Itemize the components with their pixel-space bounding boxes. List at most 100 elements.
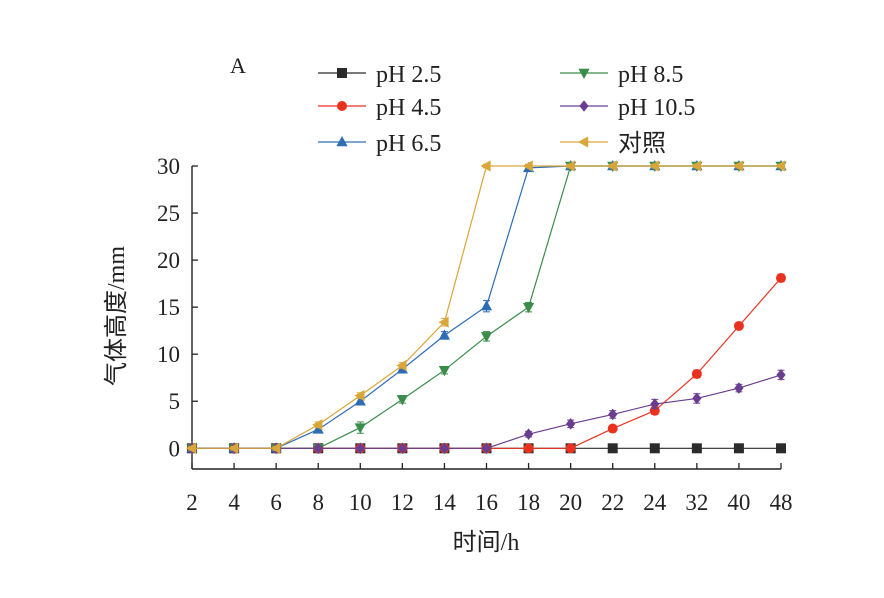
data-point <box>396 359 407 372</box>
data-point <box>313 442 323 455</box>
legend-label: pH 10.5 <box>618 95 695 121</box>
data-point <box>438 329 451 340</box>
legend-marker <box>579 100 589 112</box>
legend-marker <box>337 68 347 78</box>
legend-item: pH 10.5 <box>560 95 695 121</box>
legend-marker <box>578 136 589 148</box>
series-pH-4.5 <box>187 272 786 454</box>
data-point <box>270 442 281 454</box>
data-point <box>523 443 534 454</box>
y-axis-title: 气体高度/mm <box>103 246 130 386</box>
data-point <box>438 365 451 377</box>
data-point <box>186 442 197 454</box>
y-tick-label: 5 <box>169 389 181 414</box>
data-point <box>776 272 786 283</box>
x-tick-label: 16 <box>475 490 498 515</box>
y-tick-label: 10 <box>157 342 180 367</box>
x-tick-label: 32 <box>685 490 708 515</box>
legend-label: pH 8.5 <box>618 62 683 88</box>
legend-marker <box>336 136 348 147</box>
legend-label: 对照 <box>618 130 666 157</box>
data-point <box>312 419 323 431</box>
data-point <box>608 408 618 421</box>
data-point <box>439 442 450 455</box>
y-tick-label: 25 <box>157 201 180 226</box>
x-tick-label: 48 <box>770 490 793 515</box>
x-tick-label: 12 <box>391 490 414 515</box>
legend-label: pH 6.5 <box>376 131 441 157</box>
data-point <box>522 160 533 172</box>
series-line <box>192 374 782 449</box>
series-pH-10.5 <box>187 369 786 455</box>
series-layer <box>186 160 787 455</box>
data-point <box>480 300 493 311</box>
x-tick-label: 14 <box>433 490 457 515</box>
data-point <box>565 443 576 454</box>
data-point <box>775 160 786 172</box>
y-tick-label: 30 <box>157 154 180 179</box>
data-point <box>776 369 786 381</box>
data-point <box>397 442 407 455</box>
legend-marker <box>578 68 590 79</box>
data-point <box>606 160 617 172</box>
y-tick-label: 0 <box>169 436 181 461</box>
data-point <box>312 423 324 434</box>
legend-item: pH 6.5 <box>318 131 441 157</box>
x-tick-label: 8 <box>312 490 324 515</box>
data-point <box>690 160 702 172</box>
axes <box>191 166 781 470</box>
legend-item: pH 8.5 <box>560 62 683 88</box>
data-point <box>355 442 365 455</box>
data-point <box>650 398 660 410</box>
data-point <box>480 332 493 343</box>
legend-marker <box>337 101 347 111</box>
x-tick-label: 10 <box>349 490 372 515</box>
x-tick-label: 24 <box>643 490 667 515</box>
y-ticks: 0 5 10 15 20 25 30 <box>157 154 198 461</box>
series-pH-6.5 <box>186 160 787 453</box>
y-tick-label: 20 <box>157 248 180 273</box>
data-point <box>734 382 744 394</box>
data-point <box>354 423 366 434</box>
legend: pH 2.5 pH 4.5 pH 6.5 pH 8.5 pH 10.5 对照 <box>318 62 695 157</box>
data-point <box>648 160 659 172</box>
y-tick-label: 15 <box>157 295 180 320</box>
data-point <box>438 316 449 328</box>
data-point <box>522 302 535 314</box>
data-point <box>396 395 408 406</box>
data-point <box>480 160 491 172</box>
data-point <box>607 423 618 434</box>
legend-item: 对照 <box>560 130 666 157</box>
data-point <box>692 392 702 405</box>
legend-label: pH 2.5 <box>376 62 441 88</box>
legend-item: pH 4.5 <box>318 95 441 121</box>
series-对照 <box>186 160 786 454</box>
x-tick-label: 2 <box>186 490 198 515</box>
data-point <box>481 442 492 455</box>
legend-item: pH 2.5 <box>318 62 441 88</box>
x-tick-label: 20 <box>559 490 582 515</box>
data-point <box>733 320 744 331</box>
data-point <box>566 418 576 430</box>
data-point <box>691 443 702 454</box>
legend-label: pH 4.5 <box>376 95 441 121</box>
x-axis-title: 时间/h <box>453 529 520 556</box>
x-ticks: 2 4 6 8 10 12 14 16 18 20 22 24 32 40 48 <box>186 463 793 515</box>
data-point <box>354 390 365 402</box>
data-point <box>607 443 618 454</box>
x-tick-label: 22 <box>601 490 624 515</box>
data-point <box>523 428 534 440</box>
x-tick-label: 4 <box>228 490 240 515</box>
data-point <box>691 368 702 379</box>
data-point <box>354 395 366 406</box>
data-point <box>732 160 744 172</box>
x-tick-label: 6 <box>270 490 282 515</box>
x-tick-label: 18 <box>517 490 540 515</box>
data-point <box>733 443 744 454</box>
x-tick-label: 40 <box>727 490 750 515</box>
data-point <box>228 442 239 454</box>
data-point <box>649 405 660 416</box>
data-point <box>776 443 786 454</box>
panel-label: A <box>230 53 246 78</box>
